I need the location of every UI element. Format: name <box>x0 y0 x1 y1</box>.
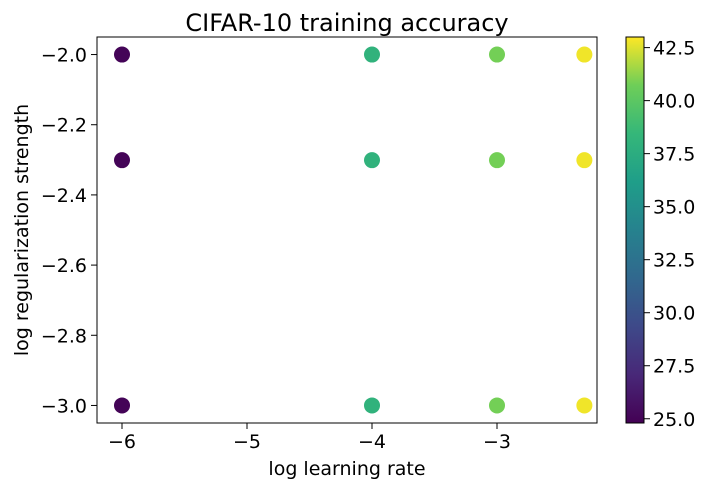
data-point <box>489 46 505 63</box>
data-point <box>114 397 130 414</box>
colorbar-tick-label: 27.5 <box>653 356 695 378</box>
data-point <box>114 46 130 63</box>
y-tick-label: −2.8 <box>41 325 87 347</box>
colorbar-tick-label: 30.0 <box>653 303 695 325</box>
x-axis-label: log learning rate <box>268 458 425 480</box>
data-point <box>489 397 505 414</box>
colorbar-tick-label: 40.0 <box>653 91 695 113</box>
data-point <box>576 46 593 63</box>
y-tick-label: −2.0 <box>41 45 87 67</box>
data-point <box>364 152 380 169</box>
data-point <box>114 152 130 169</box>
colorbar-tick-label: 42.5 <box>653 38 695 60</box>
chart-title: CIFAR-10 training accuracy <box>185 9 508 37</box>
y-tick-label: −2.6 <box>41 255 87 277</box>
plot-area <box>96 36 598 424</box>
y-axis-label: log regularization strength <box>11 104 33 356</box>
x-tick-label: −6 <box>108 431 136 453</box>
colorbar-tick-label: 37.5 <box>653 144 695 166</box>
data-point <box>489 152 505 169</box>
data-point <box>576 152 593 169</box>
colorbar-tick-label: 32.5 <box>653 250 695 272</box>
colorbar: 25.0 27.5 30.0 32.5 35.0 37.5 40.0 42.5 <box>625 36 695 431</box>
x-tick-label: −4 <box>358 431 386 453</box>
colorbar-tick-label: 25.0 <box>653 409 695 431</box>
data-point <box>576 397 593 414</box>
x-axis-ticks: −6 −5 −4 −3 <box>108 423 511 453</box>
data-point <box>364 397 380 414</box>
y-axis-ticks: −2.0 −2.2 −2.4 −2.6 −2.8 −3.0 <box>41 45 97 417</box>
data-points <box>114 46 593 414</box>
colorbar-tick-label: 35.0 <box>653 197 695 219</box>
y-tick-label: −2.2 <box>41 115 87 137</box>
y-tick-label: −3.0 <box>41 395 87 417</box>
data-point <box>364 46 380 63</box>
x-tick-label: −3 <box>483 431 511 453</box>
plot-frame <box>96 36 598 424</box>
x-tick-label: −5 <box>233 431 261 453</box>
colorbar-gradient <box>625 36 645 424</box>
y-tick-label: −2.4 <box>41 185 87 207</box>
